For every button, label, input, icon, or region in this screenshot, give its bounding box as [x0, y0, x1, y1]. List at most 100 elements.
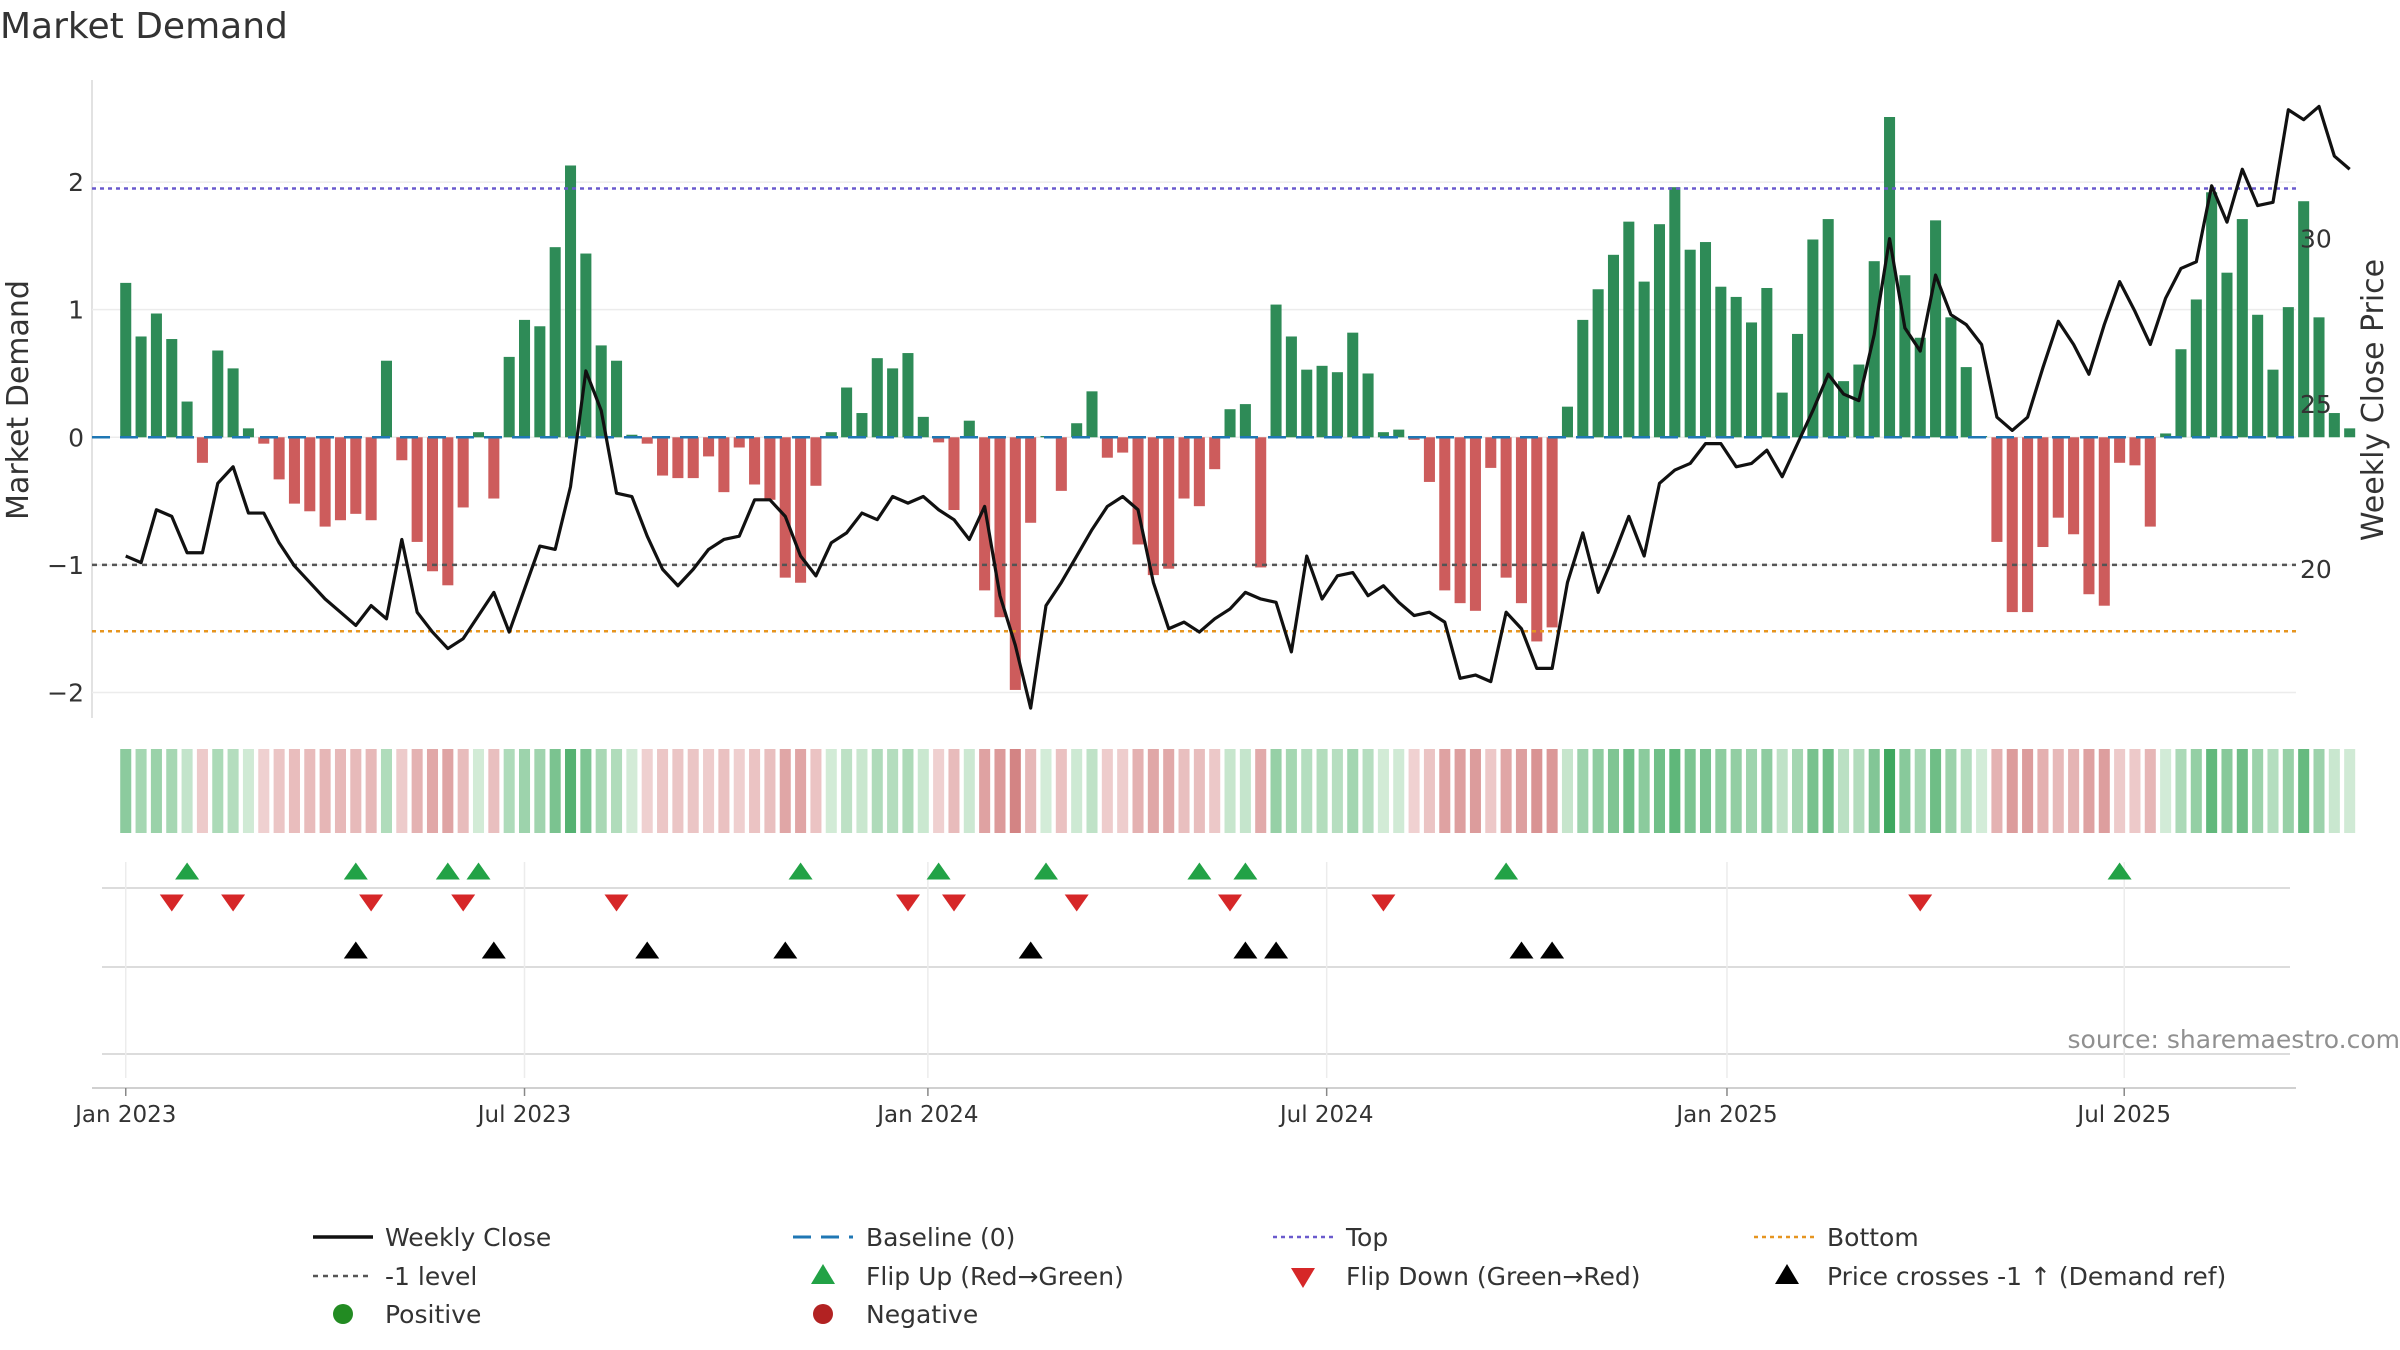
heat-cell: [795, 749, 807, 833]
left-tick-label: −2: [47, 678, 84, 707]
left-y-axis: 2 1 0 −1 −2: [47, 168, 84, 707]
heat-cell: [2328, 749, 2340, 833]
positive-demand-bar: [227, 368, 239, 438]
negative-demand-bar: [1439, 437, 1451, 591]
x-tick-label: Jan 2024: [875, 1102, 978, 1128]
flip-up-marker: [466, 862, 491, 880]
heat-cell: [871, 749, 883, 833]
heat-cell: [365, 749, 377, 833]
heat-cell: [304, 749, 316, 833]
heat-cell: [519, 749, 531, 833]
heat-cell: [2144, 749, 2156, 833]
negative-demand-bar: [334, 437, 346, 521]
flip-down-marker: [1218, 894, 1242, 912]
positive-demand-bar: [503, 356, 515, 438]
heat-cell: [1408, 749, 1420, 833]
right-tick-label: 25: [2300, 390, 2332, 419]
positive-demand-bar: [1316, 365, 1328, 438]
flip-down-markers: [159, 894, 1933, 912]
flip-down-marker: [942, 894, 966, 912]
positive-demand-bar: [1868, 261, 1880, 438]
heat-cell: [1331, 749, 1343, 833]
price-cross-marker: [635, 941, 660, 959]
price-cross-marker: [1018, 941, 1043, 959]
positive-demand-bar: [242, 428, 254, 438]
svg-text:Positive: Positive: [385, 1300, 481, 1329]
heat-cell: [1730, 749, 1742, 833]
heat-cell: [1899, 749, 1911, 833]
heat-cell: [1071, 749, 1083, 833]
heat-cell: [2267, 749, 2279, 833]
svg-text:Flip Up (Red→Green): Flip Up (Red→Green): [866, 1262, 1124, 1291]
positive-demand-bar: [1822, 219, 1834, 438]
heat-cell: [994, 749, 1006, 833]
heat-cell: [1163, 749, 1175, 833]
heat-cell: [1316, 749, 1328, 833]
price-cross-marker: [343, 941, 368, 959]
negative-demand-bar: [1147, 437, 1159, 576]
negative-demand-bar: [733, 437, 745, 448]
positive-demand-bar: [1792, 333, 1804, 438]
positive-demand-bar: [2190, 299, 2202, 438]
positive-demand-bar: [1393, 429, 1405, 438]
heat-cell: [2298, 749, 2310, 833]
heat-cell: [503, 749, 515, 833]
positive-demand-bar: [1914, 337, 1926, 438]
heat-cell: [120, 749, 132, 833]
negative-demand-bar: [1025, 437, 1037, 523]
heat-cell: [1822, 749, 1834, 833]
heat-cell: [2282, 749, 2294, 833]
negative-demand-bar: [2098, 437, 2110, 606]
heat-cell: [2313, 749, 2325, 833]
negative-demand-bar: [1255, 437, 1267, 568]
heat-cell: [2160, 749, 2172, 833]
positive-demand-bar: [1623, 221, 1635, 438]
x-tick-label: Jul 2023: [476, 1102, 572, 1128]
left-axis-label: Market Demand: [1, 280, 36, 520]
positive-demand-bar: [212, 350, 224, 438]
heat-cell: [396, 749, 408, 833]
negative-demand-bar: [319, 437, 331, 527]
heat-cell: [1761, 749, 1773, 833]
heat-cell: [1623, 749, 1635, 833]
heat-cell: [1193, 749, 1205, 833]
price-cross-marker: [773, 941, 798, 959]
negative-demand-bar: [1193, 437, 1205, 507]
negative-demand-bar: [1178, 437, 1190, 499]
positive-demand-bar: [1730, 296, 1742, 438]
positive-demand-bar: [1362, 373, 1374, 438]
x-tick-label: Jul 2024: [1278, 1102, 1374, 1128]
heat-cell: [2206, 749, 2218, 833]
negative-demand-bar: [657, 437, 669, 476]
svg-text:Bottom: Bottom: [1827, 1223, 1919, 1252]
right-y-axis: 30 25 20: [2300, 225, 2332, 585]
heat-cell: [1868, 749, 1880, 833]
heat-cell: [1101, 749, 1113, 833]
heat-cell: [2022, 749, 2034, 833]
heat-cell: [1285, 749, 1297, 833]
heat-cell: [1147, 749, 1159, 833]
x-tick-label: Jul 2025: [2075, 1102, 2171, 1128]
positive-demand-bar: [1960, 367, 1972, 438]
signal-panel: Jan 2023 Jul 2023 Jan 2024 Jul 2024 Jan 2025…: [73, 862, 2400, 1128]
heat-cell: [580, 749, 592, 833]
negative-demand-bar: [933, 437, 945, 443]
positive-demand-bar: [2221, 272, 2233, 438]
heat-cell: [1930, 749, 1942, 833]
legend-item-flip-up: Flip Up (Red→Green): [811, 1262, 1124, 1291]
price-cross-marker: [1264, 941, 1289, 959]
heat-cell: [1270, 749, 1282, 833]
negative-demand-bar: [1485, 437, 1497, 468]
positive-demand-bar: [580, 253, 592, 438]
heat-cell: [1960, 749, 1972, 833]
price-cross-triangle-icon: [1775, 1264, 1799, 1284]
flip-up-marker: [435, 862, 460, 880]
left-tick-label: 0: [68, 423, 84, 452]
negative-demand-bar: [1531, 437, 1543, 642]
negative-demand-bar: [1408, 437, 1420, 440]
positive-demand-bar: [1699, 242, 1712, 438]
positive-demand-bar: [1899, 275, 1911, 438]
heat-cell: [1009, 749, 1021, 833]
heat-cell: [1423, 749, 1435, 833]
heat-cell: [641, 749, 653, 833]
